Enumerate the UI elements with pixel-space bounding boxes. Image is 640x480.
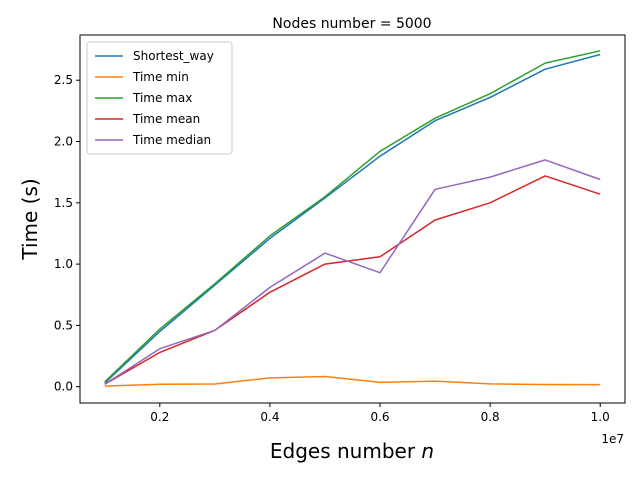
series-line-1: [104, 375, 601, 387]
legend-entry: Time min: [132, 70, 189, 84]
series-layer: [104, 50, 601, 387]
x-axis-ticks: 0.2 0.4 0.6 0.8 1.0: [150, 403, 610, 424]
legend-entry: Shortest_way: [133, 49, 214, 63]
y-tick-label: 0.0: [54, 380, 73, 394]
x-axis-label: Edges number n: [270, 439, 434, 463]
y-tick-label: 1.0: [54, 257, 73, 271]
legend-frame: [86, 41, 233, 155]
y-axis-ticks: 0.0 0.5 1.0 1.5 2.0 2.5: [54, 73, 80, 394]
series-line-2: [104, 50, 601, 383]
y-axis-label: Time (s): [18, 178, 42, 260]
x-tick-label: 0.6: [370, 410, 389, 424]
x-tick-label: 0.4: [260, 410, 279, 424]
x-tick-label: 0.2: [150, 410, 169, 424]
y-tick-label: 1.5: [54, 196, 73, 210]
legend-items: Shortest_way Time min Time max Time mean Tim…: [95, 49, 214, 147]
series-line-3: [104, 175, 601, 385]
series-line-0: [104, 53, 601, 384]
legend-entry: Time mean: [132, 112, 200, 126]
series-line-4: [104, 159, 601, 385]
x-axis-offset: 1e7: [601, 432, 624, 446]
x-axis-label-variable: n: [421, 439, 434, 463]
legend-entry: Time max: [132, 91, 192, 105]
chart-title: Nodes number = 5000: [272, 16, 431, 32]
y-tick-label: 2.0: [54, 135, 73, 149]
legend: Shortest_way Time min Time max Time mean Tim…: [86, 41, 233, 155]
x-axis-label-text: Edges number: [270, 439, 416, 463]
y-tick-label: 0.5: [54, 318, 73, 332]
plot-frame: [79, 34, 626, 404]
x-tick-label: 0.8: [481, 410, 500, 424]
x-tick-label: 1.0: [591, 410, 610, 424]
legend-entry: Time median: [132, 133, 211, 147]
y-tick-label: 2.5: [54, 73, 73, 87]
